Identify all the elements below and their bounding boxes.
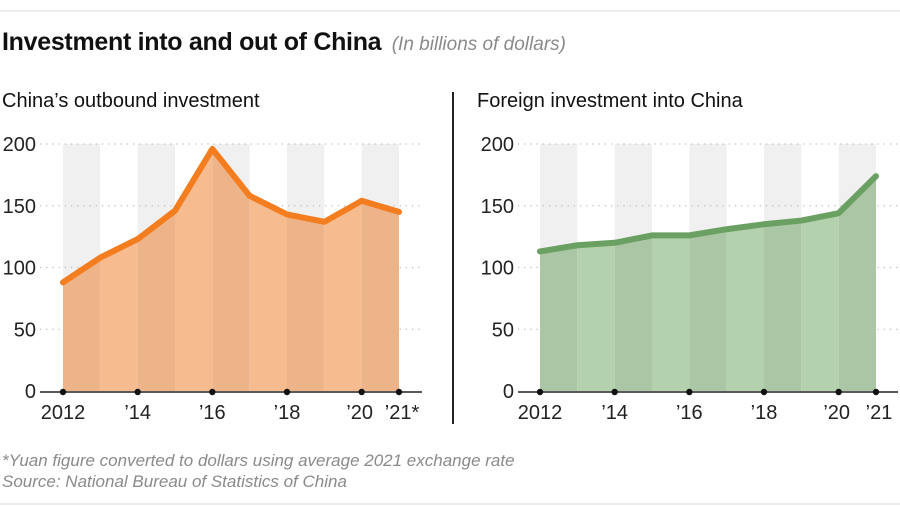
outbound-area-segment (100, 239, 138, 391)
outbound-x-tick-label: ’14 (124, 402, 151, 424)
panel-title-outbound: China’s outbound investment (2, 90, 260, 112)
inbound-x-tick-label: ’14 (601, 402, 628, 424)
outbound-area-segment (361, 200, 399, 391)
inbound-x-tick-dot (835, 388, 842, 396)
inbound-area-segment (652, 235, 690, 391)
outbound-y-tick-label: 200 (3, 134, 36, 156)
outbound-x-tick-label: ’16 (199, 402, 226, 424)
footnotes: *Yuan figure converted to dollars using … (2, 450, 515, 492)
outbound-y-tick-label: 100 (3, 258, 36, 280)
outbound-area-segment (137, 210, 175, 391)
outbound-area-segment (287, 214, 325, 391)
inbound-area-segment (540, 245, 578, 391)
inbound-x-tick-label: ’20 (823, 402, 850, 424)
inbound-area-segment (577, 242, 615, 391)
inbound-y-tick-label: 100 (481, 258, 514, 280)
panel-divider (452, 92, 454, 424)
outbound-x-tick-dot (209, 388, 216, 396)
inbound-area-segment (764, 220, 802, 391)
bottom-rule (0, 503, 900, 505)
inbound-x-tick-dot (760, 388, 768, 396)
footnote-exchange-rate: *Yuan figure converted to dollars using … (2, 451, 515, 470)
source-note: Source: National Bureau of Statistics of… (2, 472, 347, 491)
inbound-x-tick-label: ’18 (751, 402, 778, 424)
outbound-area-segment (63, 257, 101, 391)
inbound-x-tick-dot (686, 388, 693, 396)
inbound-x-tick-dot (611, 388, 618, 396)
inbound-y-tick-label: 150 (481, 196, 514, 218)
outbound-x-tick-label: 2012 (41, 402, 86, 424)
inbound-y-tick-label: 50 (492, 319, 514, 341)
panel-title-inbound: Foreign investment into China (477, 90, 743, 112)
outbound-y-tick-label: 50 (14, 319, 36, 341)
outbound-x-tick-dot (283, 388, 291, 396)
outbound-x-tick-dot (395, 388, 403, 396)
outbound-x-tick-dot (358, 388, 365, 396)
chart-title: Investment into and out of China (2, 28, 382, 56)
inbound-x-tick-dot (536, 388, 544, 396)
outbound-x-tick-label: ’20 (346, 402, 373, 424)
chart-subtitle: (In billions of dollars) (391, 34, 566, 55)
outbound-area-segment (212, 148, 250, 391)
outbound-chart: 0 50 100 150 200 2012 ’14 ’16 ’18 ’20 ’21* (3, 134, 422, 424)
inbound-area-segment (838, 176, 876, 391)
header: Investment into and out of China (In bil… (2, 28, 566, 57)
inbound-chart: 0 50 100 150 200 2012 ’14 ’16 ’18 ’20 ’21 (481, 134, 898, 424)
inbound-y-tick-label: 200 (481, 134, 514, 156)
inbound-series-line (537, 173, 879, 255)
outbound-series-line (60, 145, 402, 286)
outbound-x-tick-label: ’21* (385, 402, 420, 424)
top-rule (0, 10, 900, 12)
outbound-area-segment (324, 200, 362, 391)
outbound-x-tick-dot (59, 388, 67, 396)
outbound-y-tick-label: 150 (3, 196, 36, 218)
inbound-area-segment (726, 224, 764, 391)
inbound-area-segment (614, 235, 652, 391)
inbound-x-tick-dot (872, 388, 880, 396)
inbound-x-tick-label: 2012 (518, 402, 563, 424)
outbound-x-tick-dot (134, 388, 141, 396)
inbound-y-tick-label: 0 (503, 381, 514, 403)
outbound-x-tick-label: ’18 (274, 402, 301, 424)
inbound-x-tick-label: ’21 (866, 402, 893, 424)
inbound-x-tick-label: ’16 (676, 402, 703, 424)
inbound-area-segment (689, 229, 727, 391)
outbound-area-segment (175, 148, 213, 391)
outbound-y-tick-label: 0 (25, 381, 36, 403)
outbound-area-segment (249, 195, 287, 391)
inbound-area-segment (801, 213, 839, 391)
